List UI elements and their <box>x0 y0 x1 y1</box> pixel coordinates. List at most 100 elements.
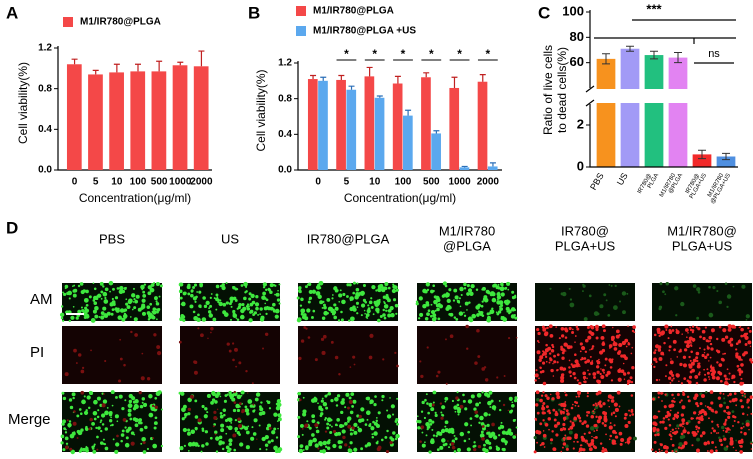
cell-dot <box>503 375 506 377</box>
cell-dot <box>73 284 76 287</box>
cell-dot <box>215 293 219 297</box>
bar <box>130 71 146 170</box>
cell-dot <box>349 429 352 432</box>
cell-dot <box>276 298 281 302</box>
cell-dot <box>214 433 217 436</box>
cell-dot <box>449 312 454 317</box>
error-bar <box>698 149 706 160</box>
cell-dot <box>374 395 377 398</box>
cell-dot <box>425 421 430 427</box>
cell-dot <box>590 331 595 337</box>
cell-dot <box>654 349 657 352</box>
cell-dot <box>456 403 460 407</box>
cell-dot <box>455 296 459 300</box>
cell-dot <box>432 390 437 395</box>
cell-dot <box>302 449 305 451</box>
cell-dot <box>685 421 689 425</box>
cell-dot <box>697 372 701 376</box>
cell-dot <box>214 400 218 404</box>
cell-dot <box>424 303 427 307</box>
cell-dot <box>586 442 589 445</box>
cell-dot <box>125 302 129 306</box>
cell-dot <box>564 393 568 397</box>
sig-label: * <box>486 47 491 61</box>
cell-dot <box>695 326 698 329</box>
cell-dot <box>259 407 264 412</box>
panel-letter: A <box>6 3 18 22</box>
cell-dot <box>337 440 342 445</box>
cell-dot <box>601 446 605 450</box>
cell-dot <box>543 352 546 355</box>
cell-dot <box>367 304 370 307</box>
cell-dot <box>498 400 501 402</box>
cell-dot <box>718 325 722 329</box>
cell-dot <box>683 427 686 429</box>
cell-dot <box>300 312 304 316</box>
cell-dot <box>436 448 440 452</box>
cell-dot <box>178 289 183 294</box>
cell-dot <box>596 429 598 432</box>
error-bar <box>602 53 610 65</box>
cell-dot <box>300 297 304 302</box>
cell-dot <box>383 300 385 303</box>
cell-dot <box>601 324 606 329</box>
cell-dot <box>425 434 428 437</box>
cell-dot <box>474 410 479 414</box>
cell-dot <box>422 288 427 294</box>
cell-dot <box>324 445 328 449</box>
cell-dot <box>263 295 266 298</box>
cell-dot <box>496 376 499 379</box>
cell-dot <box>78 449 82 453</box>
cell-dot <box>431 420 435 424</box>
cell-dot <box>154 405 158 410</box>
cell-dot <box>104 359 107 363</box>
cell-dot <box>195 428 198 431</box>
cell-dot <box>216 296 219 299</box>
cell-dot <box>487 290 491 295</box>
cell-dot <box>203 414 208 419</box>
cell-dot <box>495 285 500 290</box>
cell-dot <box>197 327 200 330</box>
cell-dot <box>715 376 720 381</box>
cell-dot <box>598 358 600 361</box>
cell-dot <box>330 425 333 428</box>
cell-dot <box>153 421 158 426</box>
cell-dot <box>727 340 732 344</box>
cell-dot <box>396 422 399 426</box>
micrograph <box>651 324 753 386</box>
cell-dot <box>344 421 348 426</box>
cell-dot <box>729 400 732 403</box>
cell-dot <box>709 390 714 394</box>
cell-dot <box>60 316 64 320</box>
cell-dot <box>627 442 630 445</box>
cell-dot <box>603 293 607 297</box>
cell-dot <box>448 446 451 449</box>
cell-dot <box>703 368 705 371</box>
cell-dot <box>320 408 324 412</box>
cell-dot <box>562 426 564 429</box>
cell-dot <box>555 410 558 414</box>
cell-dot <box>711 375 716 380</box>
cell-dot <box>425 282 431 287</box>
cell-dot <box>504 440 508 444</box>
cell-dot <box>696 448 700 453</box>
cell-dot <box>297 435 301 439</box>
cell-dot <box>420 425 425 429</box>
cell-dot <box>252 313 256 317</box>
cell-dot <box>691 444 694 447</box>
cell-dot <box>419 440 422 443</box>
cell-dot <box>453 316 457 319</box>
cell-dot <box>433 295 437 299</box>
error-bar <box>156 60 163 72</box>
cell-dot <box>148 394 153 399</box>
cell-dot <box>659 420 663 424</box>
cell-dot <box>716 290 719 293</box>
cell-dot <box>434 413 438 418</box>
column-label: US <box>221 231 239 246</box>
cell-dot <box>504 286 508 290</box>
cell-dot <box>453 434 456 437</box>
cell-dot <box>65 428 67 431</box>
cell-dot <box>273 427 277 431</box>
cell-dot <box>337 319 341 322</box>
cell-dot <box>92 309 97 314</box>
